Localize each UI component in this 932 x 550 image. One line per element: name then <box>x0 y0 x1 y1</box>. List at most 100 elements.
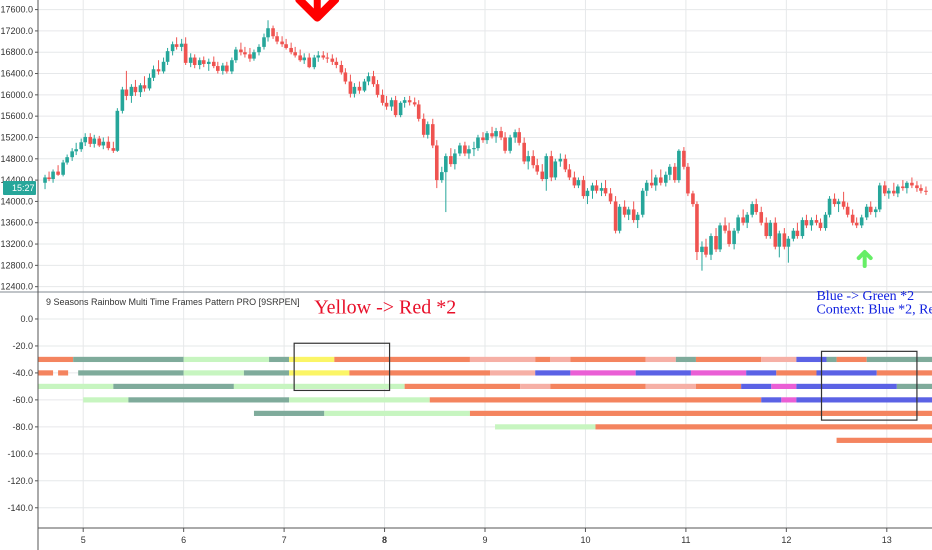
candle[interactable] <box>686 163 690 197</box>
candle[interactable] <box>421 113 426 138</box>
candle[interactable] <box>553 158 558 181</box>
candle[interactable] <box>910 177 914 189</box>
candle[interactable] <box>608 188 613 205</box>
candle[interactable] <box>795 222 800 239</box>
candle[interactable] <box>567 164 572 181</box>
candle[interactable] <box>503 132 507 154</box>
candle[interactable] <box>321 51 326 60</box>
candle[interactable] <box>252 49 256 61</box>
candle[interactable] <box>827 196 832 218</box>
candle[interactable] <box>416 100 421 122</box>
candle[interactable] <box>188 53 193 68</box>
candle[interactable] <box>65 154 69 165</box>
candle[interactable] <box>257 44 261 56</box>
price-y-axis[interactable]: 17600.0 17200.0 16800.0 16400.0 16000.0 15600… <box>0 5 38 292</box>
candle[interactable] <box>700 241 704 271</box>
candle[interactable] <box>485 131 489 144</box>
candle[interactable] <box>440 166 444 183</box>
candle[interactable] <box>402 96 407 108</box>
candle[interactable] <box>531 150 536 169</box>
candle[interactable] <box>695 201 699 261</box>
candle[interactable] <box>718 222 722 253</box>
candle[interactable] <box>147 73 152 91</box>
candle[interactable] <box>854 217 859 229</box>
candle[interactable] <box>901 180 905 191</box>
candle[interactable] <box>56 165 60 176</box>
candle[interactable] <box>590 182 595 199</box>
candle[interactable] <box>859 214 864 229</box>
candle[interactable] <box>777 230 782 258</box>
candle[interactable] <box>658 169 663 186</box>
candle[interactable] <box>298 49 302 62</box>
candle[interactable] <box>782 228 787 250</box>
candle[interactable] <box>508 134 512 154</box>
candle[interactable] <box>832 193 837 207</box>
candle[interactable] <box>106 136 111 151</box>
candle[interactable] <box>284 38 288 50</box>
candle[interactable] <box>243 46 247 58</box>
candle[interactable] <box>307 53 312 69</box>
candle[interactable] <box>271 25 275 39</box>
candle[interactable] <box>905 181 909 194</box>
candle[interactable] <box>389 97 394 111</box>
candle[interactable] <box>635 212 640 229</box>
candle[interactable] <box>362 78 367 93</box>
candle[interactable] <box>156 60 161 75</box>
candle[interactable] <box>115 108 120 152</box>
candle[interactable] <box>617 204 622 234</box>
candle[interactable] <box>892 182 896 197</box>
candle[interactable] <box>463 141 467 157</box>
candle[interactable] <box>476 134 480 151</box>
candle[interactable] <box>453 149 457 170</box>
candle[interactable] <box>626 206 631 221</box>
candle[interactable] <box>47 171 51 182</box>
candle[interactable] <box>348 74 353 98</box>
candle[interactable] <box>481 132 485 143</box>
candle[interactable] <box>745 212 749 229</box>
candle[interactable] <box>558 153 563 167</box>
candle[interactable] <box>526 150 530 170</box>
candle[interactable] <box>887 188 891 199</box>
candle[interactable] <box>407 95 412 106</box>
candle[interactable] <box>882 181 887 197</box>
candle[interactable] <box>206 58 211 71</box>
candle[interactable] <box>809 217 814 231</box>
candle[interactable] <box>398 101 403 118</box>
candle[interactable] <box>61 159 65 177</box>
candle[interactable] <box>736 214 740 234</box>
candle[interactable] <box>343 68 348 85</box>
candle[interactable] <box>330 54 335 66</box>
candle[interactable] <box>764 217 769 239</box>
candle[interactable] <box>357 81 362 94</box>
candle[interactable] <box>83 133 88 146</box>
candle[interactable] <box>239 42 243 56</box>
candle[interactable] <box>151 65 156 81</box>
candle[interactable] <box>823 212 828 231</box>
candle[interactable] <box>165 47 170 66</box>
candle[interactable] <box>201 56 206 68</box>
candle[interactable] <box>179 38 184 52</box>
candle[interactable] <box>262 33 266 50</box>
candle[interactable] <box>563 154 568 173</box>
candle[interactable] <box>677 149 681 183</box>
candle[interactable] <box>289 42 293 55</box>
candle[interactable] <box>234 46 238 63</box>
candle[interactable] <box>631 201 636 223</box>
candle[interactable] <box>714 228 718 253</box>
candle[interactable] <box>919 184 923 194</box>
candle[interactable] <box>754 198 759 215</box>
candle[interactable] <box>549 150 554 182</box>
candle[interactable] <box>449 148 453 167</box>
candle[interactable] <box>138 83 143 97</box>
candle[interactable] <box>877 182 882 213</box>
candle[interactable] <box>850 209 855 226</box>
candle[interactable] <box>312 54 317 70</box>
candle[interactable] <box>375 79 380 98</box>
candle[interactable] <box>576 177 581 189</box>
candle[interactable] <box>129 84 134 103</box>
candle[interactable] <box>581 175 586 199</box>
candle[interactable] <box>248 47 252 62</box>
candle[interactable] <box>183 37 188 66</box>
candle[interactable] <box>412 97 417 107</box>
candle[interactable] <box>664 171 668 187</box>
